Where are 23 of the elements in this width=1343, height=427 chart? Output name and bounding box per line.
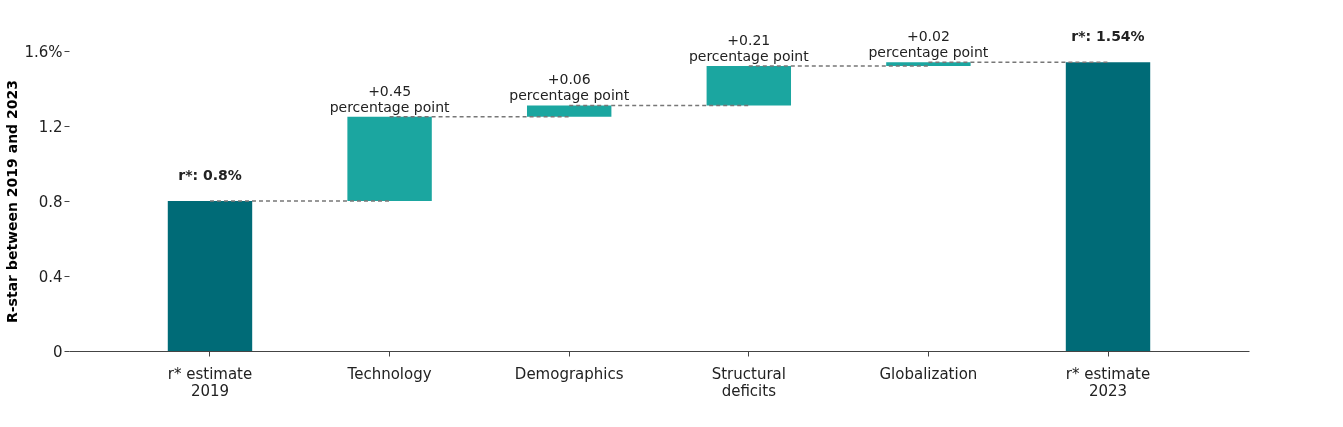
- data-label: r*: 0.8%: [178, 167, 242, 183]
- bar: [347, 116, 432, 201]
- x-tick-label: Structural deficits: [711, 364, 786, 400]
- bar: [1065, 62, 1151, 351]
- x-tick-label: Demographics: [514, 364, 624, 383]
- x-tick-label: r* estimate 2023: [1065, 364, 1151, 400]
- bar: [167, 201, 253, 351]
- y-axis-title: R-star between 2019 and 2023: [4, 80, 21, 323]
- bar: [706, 66, 792, 106]
- data-label: +0.21 percentage point: [688, 32, 810, 64]
- data-label: +0.06 percentage point: [509, 71, 630, 104]
- x-tick-label: Technology: [346, 364, 432, 383]
- y-tick-label: 0: [52, 342, 63, 361]
- data-label: +0.02 percentage point: [868, 28, 989, 61]
- data-label: +0.45 percentage point: [329, 82, 451, 115]
- x-tick-label: Globalization: [879, 364, 978, 383]
- y-tick-label: 0.8: [38, 192, 63, 211]
- y-tick-label: 1.6%: [24, 42, 63, 61]
- x-tick-label: r* estimate 2019: [167, 364, 253, 400]
- y-tick-label: 0.4: [38, 267, 63, 286]
- bar: [526, 105, 612, 117]
- y-tick-label: 1.2: [38, 117, 63, 136]
- data-label: r*: 1.54%: [1071, 28, 1145, 45]
